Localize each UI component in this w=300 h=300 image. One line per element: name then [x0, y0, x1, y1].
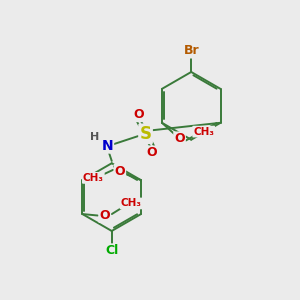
- Text: CH₃: CH₃: [193, 127, 214, 136]
- Text: O: O: [100, 209, 110, 222]
- Text: O: O: [174, 133, 185, 146]
- Text: Cl: Cl: [105, 244, 118, 257]
- Text: CH₃: CH₃: [121, 198, 142, 208]
- Text: Br: Br: [183, 44, 199, 57]
- Text: N: N: [101, 139, 113, 153]
- Text: O: O: [147, 146, 158, 159]
- Text: CH₃: CH₃: [83, 173, 104, 183]
- Text: O: O: [134, 108, 144, 121]
- Text: O: O: [115, 165, 125, 178]
- Text: S: S: [140, 125, 152, 143]
- Text: H: H: [90, 132, 100, 142]
